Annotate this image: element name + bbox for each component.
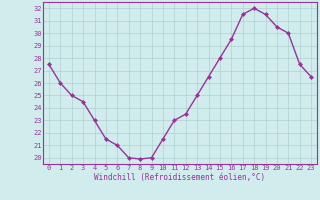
X-axis label: Windchill (Refroidissement éolien,°C): Windchill (Refroidissement éolien,°C) [94, 173, 266, 182]
